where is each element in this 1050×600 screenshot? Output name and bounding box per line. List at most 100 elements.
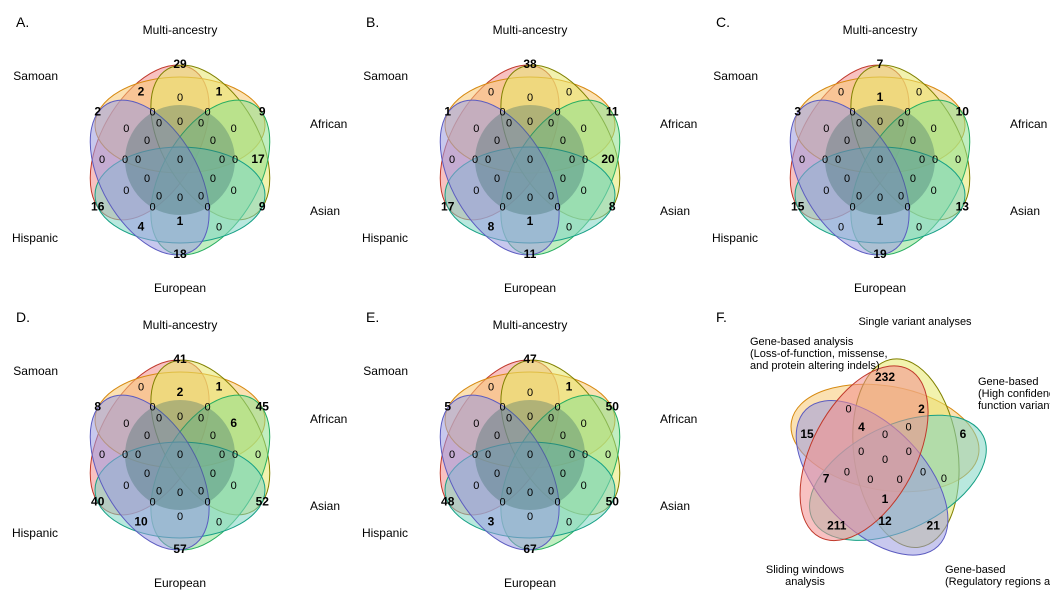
svg-text:0: 0 xyxy=(560,135,566,147)
svg-text:0: 0 xyxy=(472,154,478,166)
venn-diagram: 5475050674800001000000000003000000000000… xyxy=(360,305,710,600)
svg-text:Samoan: Samoan xyxy=(363,364,408,378)
svg-text:0: 0 xyxy=(473,418,479,430)
svg-text:50: 50 xyxy=(606,400,620,414)
svg-text:0: 0 xyxy=(499,106,505,118)
svg-text:0: 0 xyxy=(122,449,128,461)
svg-text:0: 0 xyxy=(472,449,478,461)
svg-text:0: 0 xyxy=(897,474,903,486)
svg-text:0: 0 xyxy=(849,106,855,118)
svg-text:0: 0 xyxy=(527,154,533,166)
svg-text:0: 0 xyxy=(882,454,888,466)
svg-text:0: 0 xyxy=(916,221,922,233)
svg-text:0: 0 xyxy=(473,480,479,492)
svg-text:0: 0 xyxy=(569,449,575,461)
svg-text:0: 0 xyxy=(566,516,572,528)
venn-diagram: 1381181117000000002000000008010000000000… xyxy=(360,10,710,305)
svg-text:0: 0 xyxy=(931,185,937,197)
venn-panel-C: C.37101319150000001000000000001000000000… xyxy=(710,10,1050,305)
svg-text:0: 0 xyxy=(216,221,222,233)
svg-text:0: 0 xyxy=(844,135,850,147)
svg-text:European: European xyxy=(854,281,906,295)
venn-panel-A: A.22999181620001000170000000401000000000… xyxy=(10,10,360,305)
svg-text:0: 0 xyxy=(838,221,844,233)
venn-diagram: 2326212111502012700104000000Single varia… xyxy=(710,305,1050,600)
svg-text:7: 7 xyxy=(877,57,884,71)
svg-text:0: 0 xyxy=(605,449,611,461)
svg-text:0: 0 xyxy=(494,468,500,480)
svg-text:17: 17 xyxy=(251,152,265,166)
svg-text:0: 0 xyxy=(527,449,533,461)
svg-text:0: 0 xyxy=(554,106,560,118)
svg-text:0: 0 xyxy=(931,123,937,135)
panel-letter: F. xyxy=(716,309,727,325)
venn-diagram: 3710131915000000100000000000100000000000… xyxy=(710,10,1050,305)
svg-text:0: 0 xyxy=(177,116,183,128)
svg-text:0: 0 xyxy=(506,485,512,497)
svg-text:2: 2 xyxy=(94,105,101,119)
svg-text:0: 0 xyxy=(99,449,105,461)
svg-text:0: 0 xyxy=(527,192,533,204)
svg-text:0: 0 xyxy=(198,190,204,202)
svg-text:African: African xyxy=(660,117,697,131)
svg-text:48: 48 xyxy=(441,495,455,509)
svg-text:50: 50 xyxy=(606,495,620,509)
svg-text:African: African xyxy=(310,412,347,426)
svg-text:0: 0 xyxy=(485,449,491,461)
svg-text:0: 0 xyxy=(527,487,533,499)
svg-text:1: 1 xyxy=(877,214,884,228)
svg-text:Samoan: Samoan xyxy=(13,364,58,378)
svg-text:0: 0 xyxy=(204,202,210,214)
svg-text:1: 1 xyxy=(216,380,223,394)
panel-letter: C. xyxy=(716,14,730,30)
svg-text:0: 0 xyxy=(581,185,587,197)
svg-text:Multi-ancestry: Multi-ancestry xyxy=(493,318,568,332)
svg-text:0: 0 xyxy=(554,202,560,214)
svg-text:0: 0 xyxy=(910,135,916,147)
svg-text:52: 52 xyxy=(256,495,270,509)
svg-text:Gene-based analysis(Loss-of-fu: Gene-based analysis(Loss-of-function, mi… xyxy=(750,336,888,372)
svg-text:17: 17 xyxy=(441,200,455,214)
svg-text:5: 5 xyxy=(444,400,451,414)
svg-text:0: 0 xyxy=(144,468,150,480)
svg-text:0: 0 xyxy=(135,449,141,461)
panel-letter: E. xyxy=(366,309,379,325)
svg-text:0: 0 xyxy=(231,123,237,135)
svg-text:0: 0 xyxy=(566,221,572,233)
svg-text:Multi-ancestry: Multi-ancestry xyxy=(843,23,918,37)
svg-text:0: 0 xyxy=(210,173,216,185)
svg-text:0: 0 xyxy=(823,185,829,197)
svg-text:0: 0 xyxy=(858,446,864,458)
svg-text:0: 0 xyxy=(216,516,222,528)
svg-text:0: 0 xyxy=(473,185,479,197)
svg-text:2: 2 xyxy=(177,385,184,399)
svg-text:12: 12 xyxy=(878,514,892,528)
svg-text:67: 67 xyxy=(523,542,537,556)
svg-text:15: 15 xyxy=(800,427,814,441)
svg-text:2: 2 xyxy=(138,85,145,99)
svg-text:0: 0 xyxy=(560,468,566,480)
svg-text:0: 0 xyxy=(156,190,162,202)
svg-text:0: 0 xyxy=(920,466,926,478)
svg-text:0: 0 xyxy=(156,118,162,130)
svg-text:0: 0 xyxy=(473,123,479,135)
svg-text:African: African xyxy=(310,117,347,131)
svg-text:0: 0 xyxy=(198,413,204,425)
svg-text:Hispanic: Hispanic xyxy=(12,231,58,245)
svg-text:0: 0 xyxy=(877,192,883,204)
svg-text:0: 0 xyxy=(941,473,947,485)
svg-text:0: 0 xyxy=(135,154,141,166)
svg-text:0: 0 xyxy=(849,202,855,214)
svg-text:0: 0 xyxy=(232,449,238,461)
svg-text:0: 0 xyxy=(156,413,162,425)
venn-diagram: 8414552574000001020006000001000000000000… xyxy=(10,305,360,600)
svg-text:Samoan: Samoan xyxy=(713,69,758,83)
svg-text:2: 2 xyxy=(918,402,925,416)
svg-text:0: 0 xyxy=(123,418,129,430)
svg-text:11: 11 xyxy=(606,105,619,119)
svg-text:0: 0 xyxy=(844,466,850,478)
svg-text:Multi-ancestry: Multi-ancestry xyxy=(143,23,218,37)
svg-text:Gene-based(High confidence los: Gene-based(High confidence loss offuncti… xyxy=(978,376,1050,412)
venn-grid: A.22999181620001000170000000401000000000… xyxy=(10,10,1040,581)
svg-text:0: 0 xyxy=(838,86,844,98)
